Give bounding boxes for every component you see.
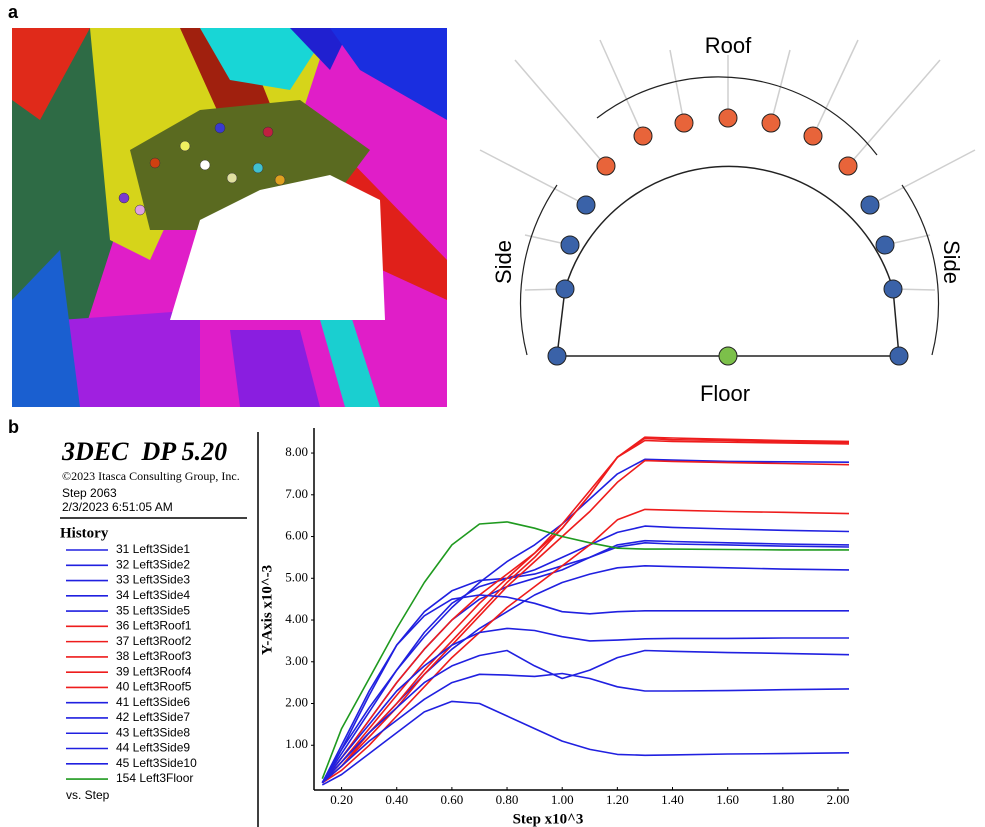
panel-label: b <box>8 417 19 437</box>
x-tick-label: 1.40 <box>661 792 684 807</box>
legend-footer: vs. Step <box>66 788 110 802</box>
legend-label: 41 Left3Side6 <box>116 695 190 709</box>
legend-title: History <box>60 525 109 541</box>
x-tick-label: 1.00 <box>551 792 574 807</box>
step-info: Step 2063 <box>62 486 117 500</box>
legend-label: 32 Left3Side2 <box>116 557 190 571</box>
legend-label: 43 Left3Side8 <box>116 725 190 739</box>
y-axis-title: Y-Axis x10^-3 <box>259 565 275 655</box>
data-line <box>322 526 849 783</box>
legend-label: 45 Left3Side10 <box>116 756 197 770</box>
data-line <box>322 441 849 783</box>
y-tick-label: 8.00 <box>285 444 308 459</box>
y-tick-label: 7.00 <box>285 486 308 501</box>
date-info: 2/3/2023 6:51:05 AM <box>62 500 173 514</box>
diagram-label: Side <box>491 240 516 284</box>
data-line <box>322 522 849 779</box>
y-tick-label: 1.00 <box>285 736 308 751</box>
tunnel-diagram <box>480 40 975 365</box>
legend-label: 33 Left3Side3 <box>116 573 190 587</box>
y-tick-label: 3.00 <box>285 653 308 668</box>
y-tick-label: 4.00 <box>285 611 308 626</box>
legend-label: 34 Left3Side4 <box>116 588 190 602</box>
copyright: ©2023 Itasca Consulting Group, Inc. <box>62 469 240 483</box>
diagram-label: Floor <box>700 381 750 406</box>
x-tick-label: 1.20 <box>606 792 629 807</box>
data-line <box>322 701 849 785</box>
x-tick-label: 2.00 <box>827 792 850 807</box>
legend-label: 44 Left3Side9 <box>116 741 190 755</box>
y-tick-label: 2.00 <box>285 694 308 709</box>
x-tick-label: 1.80 <box>771 792 794 807</box>
legend-label: 36 Left3Roof1 <box>116 619 192 633</box>
data-line <box>322 628 849 782</box>
data-line <box>322 541 849 783</box>
software-title: 3DEC DP 5.20 <box>61 437 227 466</box>
legend-label: 40 Left3Roof5 <box>116 680 192 694</box>
y-tick-label: 6.00 <box>285 528 308 543</box>
legend-label: 42 Left3Side7 <box>116 710 190 724</box>
x-tick-label: 0.40 <box>385 792 408 807</box>
x-tick-label: 0.60 <box>441 792 464 807</box>
x-tick-label: 0.20 <box>330 792 353 807</box>
legend-label: 38 Left3Roof3 <box>116 649 192 663</box>
legend-label: 35 Left3Side5 <box>116 603 190 617</box>
diagram-label: Roof <box>705 33 752 58</box>
legend-label: 37 Left3Roof2 <box>116 634 192 648</box>
figure: a b <box>0 0 985 827</box>
x-tick-label: 0.80 <box>496 792 519 807</box>
y-tick-label: 5.00 <box>285 569 308 584</box>
legend-label: 154 Left3Floor <box>116 771 193 785</box>
data-line <box>322 566 849 783</box>
legend-label: 39 Left3Roof4 <box>116 664 192 678</box>
x-tick-label: 1.60 <box>716 792 739 807</box>
model-render <box>12 28 447 407</box>
legend-label: 31 Left3Side1 <box>116 542 190 556</box>
diagram-label: Side <box>939 240 964 284</box>
x-axis-title: Step x10^3 <box>513 811 584 827</box>
panel-label: a <box>8 2 19 22</box>
